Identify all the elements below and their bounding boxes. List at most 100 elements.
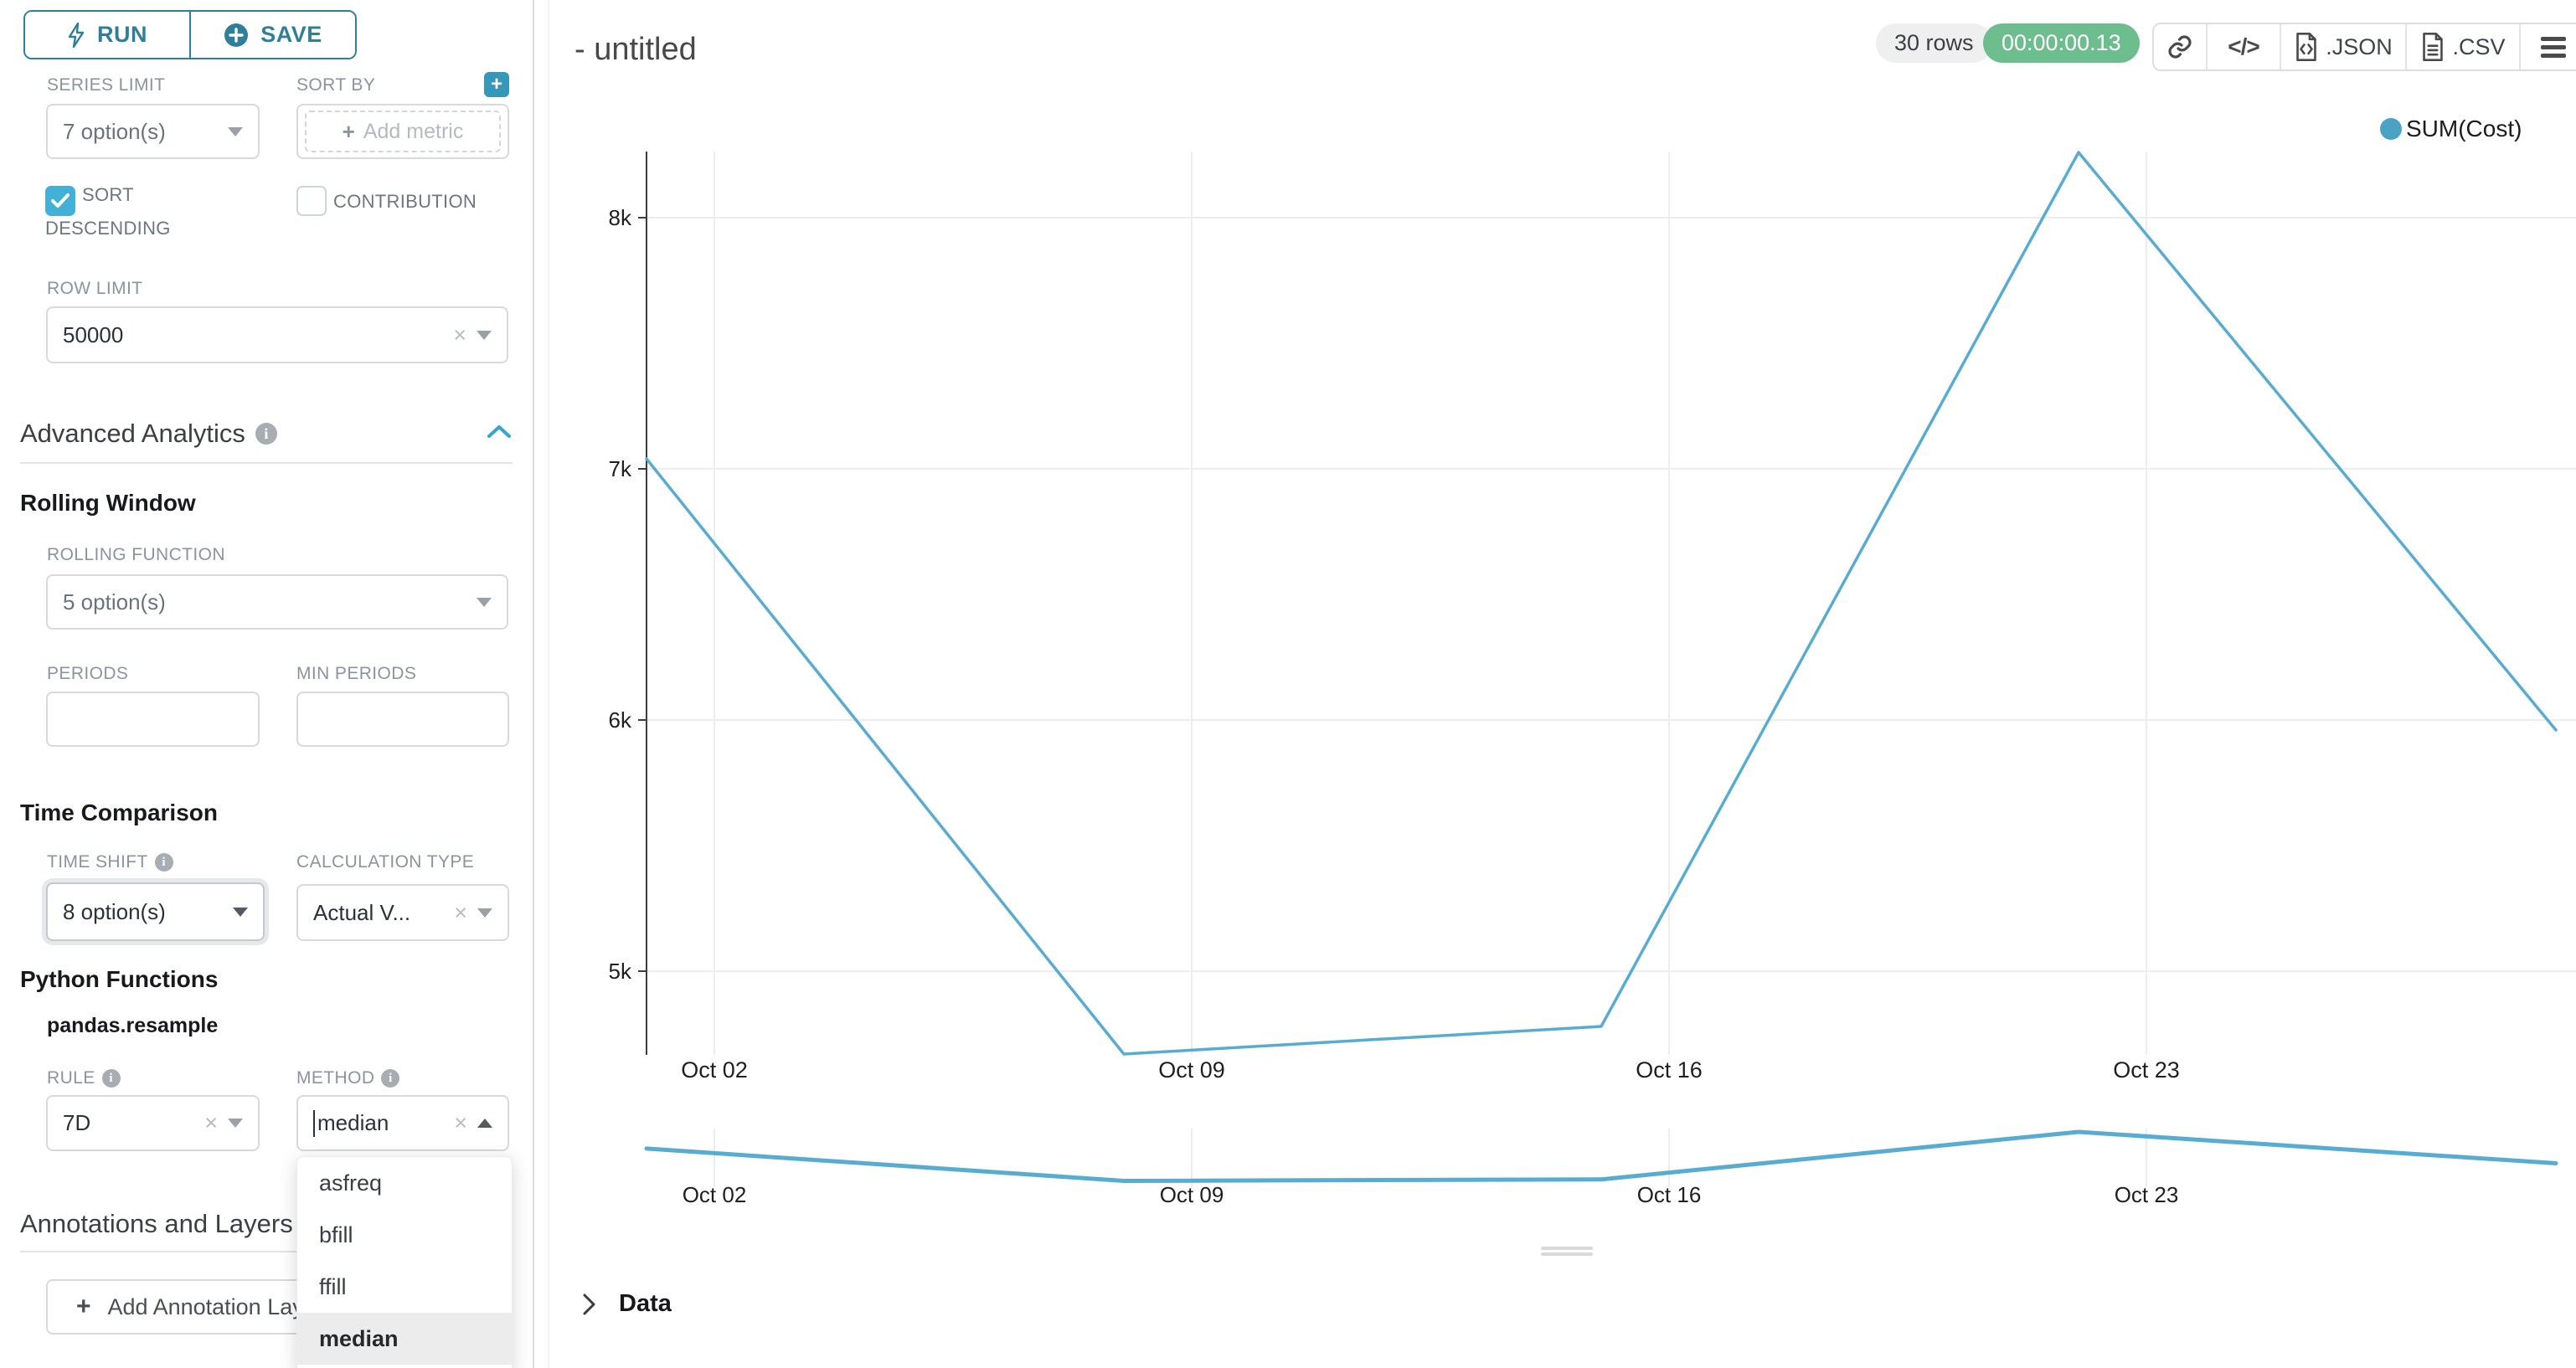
plus-icon: + [342,118,355,144]
periods-input[interactable] [46,692,260,747]
clear-icon[interactable]: × [453,321,466,347]
clear-icon[interactable]: × [204,1110,218,1135]
panel-resize-handle[interactable] [1541,1247,1593,1256]
series-line-sum-cost [645,151,2558,1056]
save-button[interactable]: SAVE [189,12,355,58]
lightning-icon [68,22,85,48]
link-icon [2168,35,2192,59]
export-csv-button[interactable]: .CSV [2405,24,2519,69]
calculation-type-value: Actual V... [313,899,411,925]
x-tick-label: Oct 23 [2113,1057,2180,1083]
collapse-chevron-up-icon[interactable] [487,424,511,439]
method-option-ffill[interactable]: ffill [319,1274,347,1299]
rolling-function-label: ROLLING FUNCTION [47,545,225,564]
x-tick-label: Oct 09 [1158,1057,1225,1083]
add-metric-button[interactable]: + Add metric [305,111,501,152]
time-shift-select[interactable]: 8 option(s) [46,882,265,941]
rolling-function-select[interactable]: 5 option(s) [46,574,508,630]
time-shift-label: TIME SHIFT i [47,852,173,872]
y-tick-label: 7k [609,456,632,481]
clear-icon[interactable]: × [454,899,467,925]
check-icon [51,193,70,208]
rule-value: 7D [63,1110,91,1135]
run-save-button-group: RUN SAVE [23,10,357,59]
sort-descending-label: SORT DESCENDING [45,184,171,239]
periods-label: PERIODS [47,664,129,683]
section-divider [20,1251,513,1252]
method-select[interactable]: median × [296,1095,509,1151]
legend-label: SUM(Cost) [2406,116,2522,141]
copy-link-button[interactable] [2154,24,2206,69]
more-menu-button[interactable] [2519,24,2576,69]
rule-label-text: RULE [47,1068,95,1088]
view-query-button[interactable]: </> [2206,24,2280,69]
section-divider [20,462,513,464]
plus-circle-icon [224,23,249,47]
series-limit-select[interactable]: 7 option(s) [46,104,260,159]
method-label-text: METHOD [296,1068,375,1088]
calculation-type-select[interactable]: Actual V... × [296,884,509,941]
chevron-up-icon [477,1119,492,1128]
page-title: - untitled [574,32,697,67]
series-limit-label: SERIES LIMIT [47,75,166,95]
data-panel-toggle[interactable]: Data [582,1290,672,1318]
annotations-title: Annotations and Layers [20,1209,293,1238]
json-file-icon [2296,33,2317,61]
chevron-down-icon [477,597,492,607]
mini-x-tick-label: Oct 23 [2115,1182,2179,1207]
python-functions-title: Python Functions [20,966,219,992]
rule-label: RULE i [47,1068,121,1088]
pandas-resample-subtitle: pandas.resample [47,1014,219,1037]
row-limit-label: ROW LIMIT [47,279,143,298]
info-icon[interactable]: i [154,853,173,872]
add-annotation-layer-label: Add Annotation Layer [107,1293,324,1319]
method-option-asfreq[interactable]: asfreq [319,1170,383,1196]
clear-icon[interactable]: × [454,1110,467,1135]
y-tick-label: 6k [609,707,632,733]
rolling-window-title: Rolling Window [20,490,196,516]
legend-dot-icon [2380,118,2402,140]
export-json-button[interactable]: .JSON [2280,24,2405,69]
csv-file-icon [2423,33,2444,61]
row-limit-select[interactable]: 50000 × [46,306,508,363]
chart-legend-item[interactable]: SUM(Cost) [2380,116,2522,142]
save-button-label: SAVE [260,22,322,47]
contribution-checkbox[interactable] [296,186,327,216]
chevron-down-icon [477,330,492,340]
export-csv-label: .CSV [2452,33,2506,59]
contribution-control: CONTRIBUTION [296,186,523,216]
mini-x-tick-label: Oct 02 [683,1182,747,1207]
method-label: METHOD i [296,1068,400,1088]
contribution-label: CONTRIBUTION [333,191,477,212]
sort-descending-checkbox[interactable] [45,186,75,216]
run-button[interactable]: RUN [25,12,189,58]
rolling-function-value: 5 option(s) [63,589,166,615]
min-periods-input[interactable] [296,692,509,747]
y-tick-label: 5k [609,959,632,984]
method-option-median[interactable]: median [297,1313,512,1365]
info-icon[interactable]: i [255,423,277,445]
data-panel-label: Data [619,1290,672,1317]
controls-sidebar: RUN SAVE SERIES LIMIT SORT BY + 7 option… [0,0,533,1368]
advanced-analytics-title: Advanced Analytics [20,419,245,448]
calculation-type-label: CALCULATION TYPE [296,852,475,872]
chevron-down-icon [233,907,248,917]
hamburger-icon [2541,36,2566,58]
x-tick-label: Oct 02 [681,1057,748,1083]
rows-count-badge: 30 rows [1876,23,1992,63]
row-limit-value: 50000 [63,321,124,347]
line-chart-canvas: 5k 6k 7k 8k Oct 02 Oct 02 Oct 09 Oct 09 Oct 16 Oc… [609,151,2576,1207]
sort-descending-control: SORT DESCENDING [45,183,263,241]
method-options-dropdown: asfreq bfill ffill median [296,1156,513,1368]
add-metric-label: Add metric [363,119,464,143]
method-value: median [317,1110,389,1135]
y-tick-label: 8k [609,205,632,230]
info-icon[interactable]: i [381,1069,400,1088]
add-sort-metric-button[interactable]: + [484,72,509,97]
advanced-analytics-header[interactable]: Advanced Analytics i [20,419,277,449]
rule-select[interactable]: 7D × [46,1095,260,1151]
mini-x-tick-label: Oct 16 [1637,1182,1702,1207]
sort-by-field: + Add metric [296,104,509,159]
info-icon[interactable]: i [101,1069,121,1088]
method-option-bfill[interactable]: bfill [319,1222,353,1247]
